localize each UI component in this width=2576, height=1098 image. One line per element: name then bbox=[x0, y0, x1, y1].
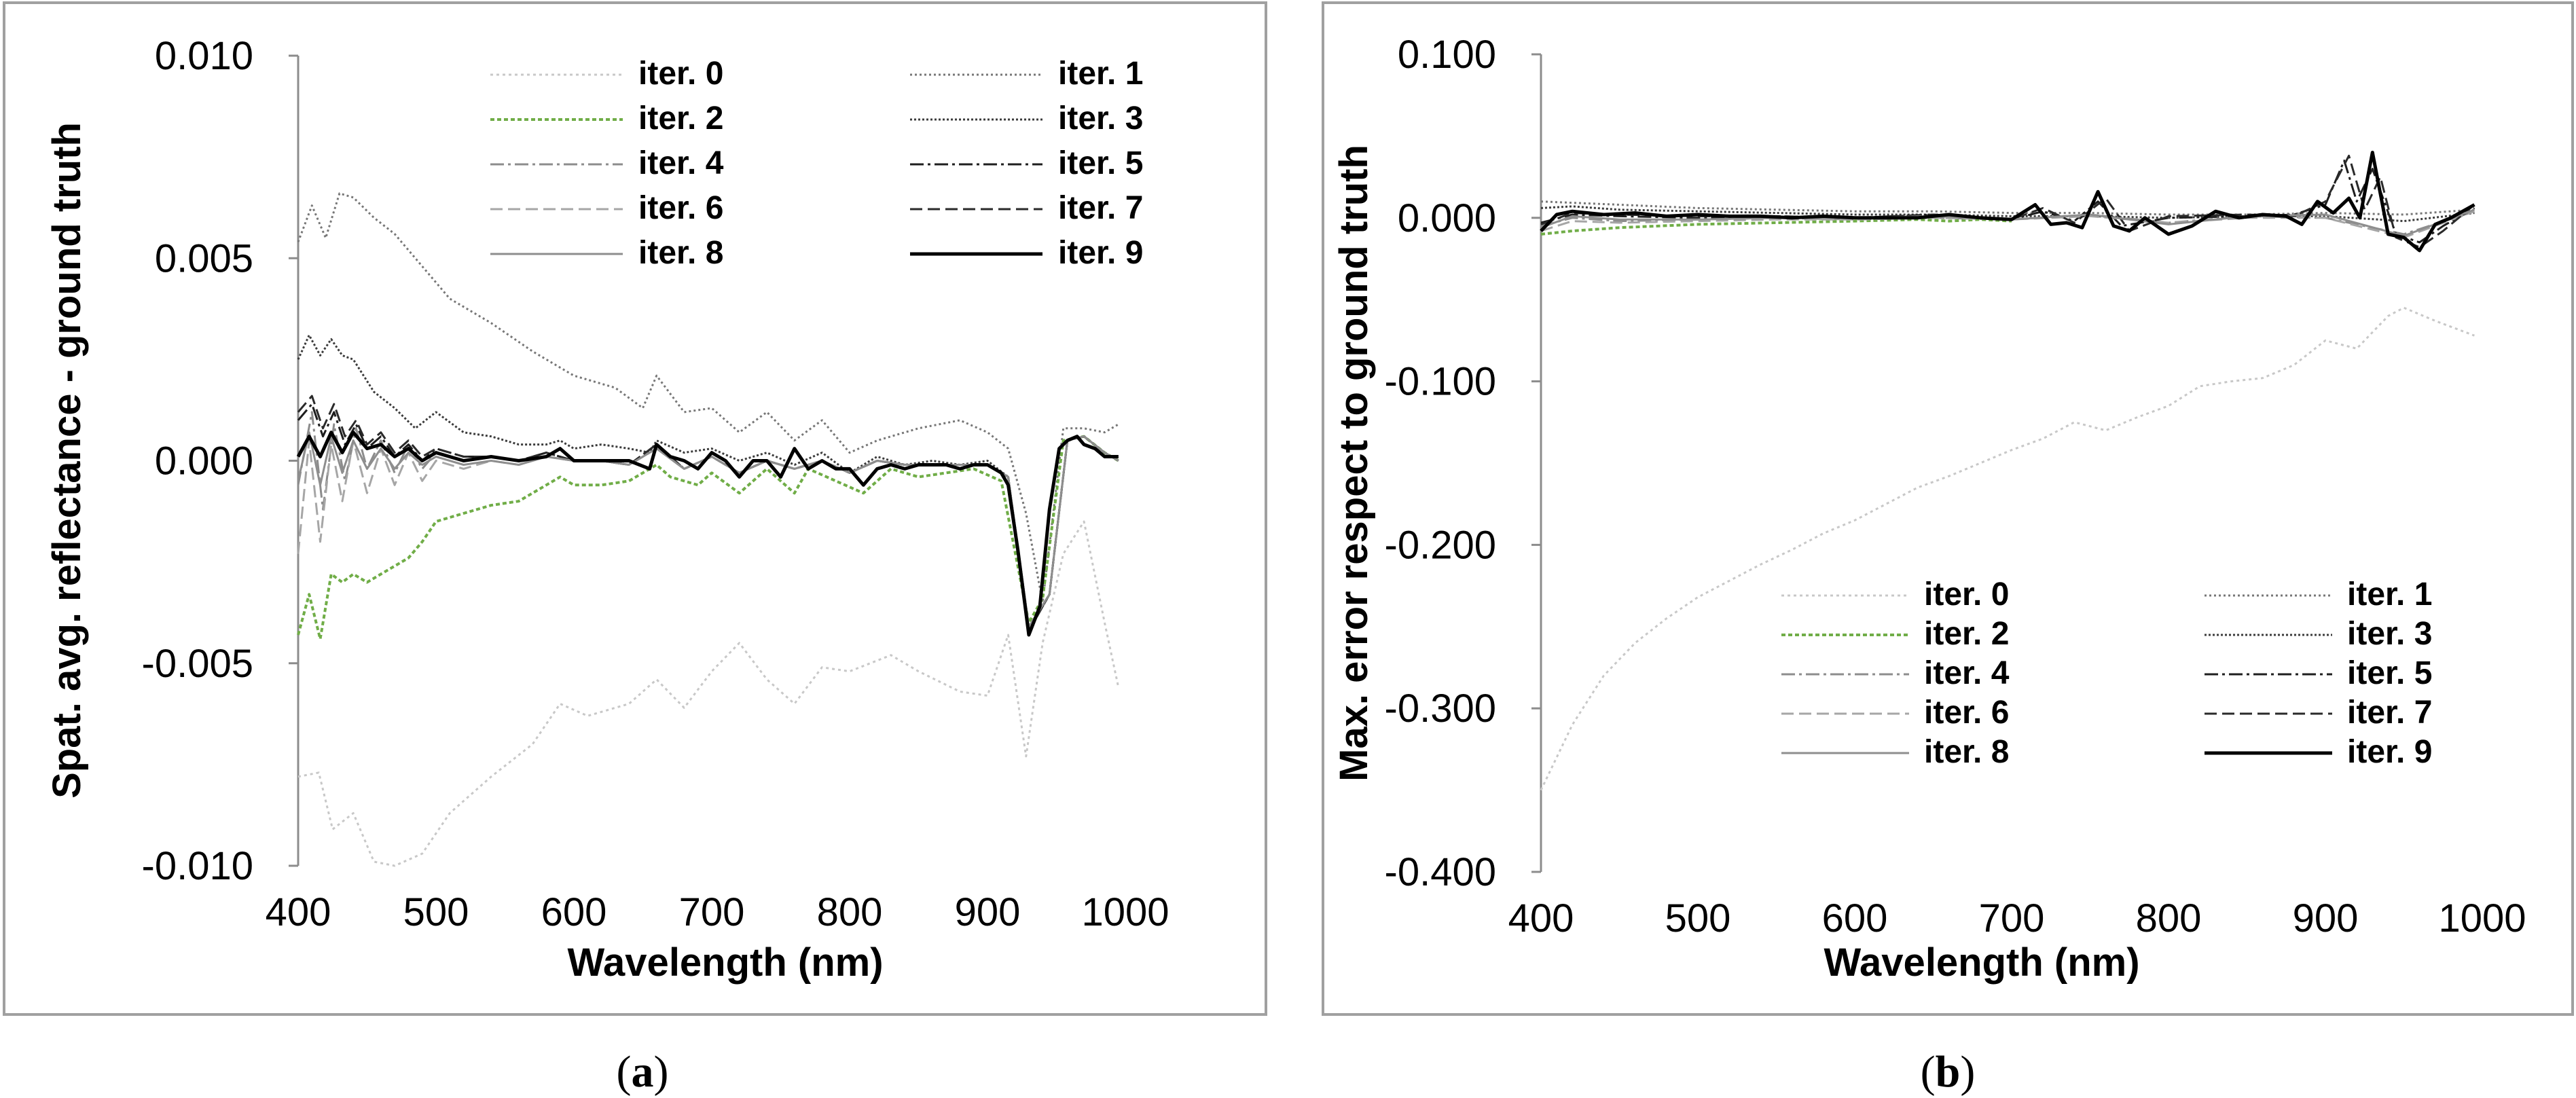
panel-a-x-tick-label: 900 bbox=[955, 890, 1021, 934]
panel-a-legend-label: iter. 2 bbox=[638, 100, 723, 136]
panel-b-y-tick-label: -0.400 bbox=[1385, 850, 1496, 894]
panel-a-x-tick-label: 500 bbox=[403, 890, 469, 934]
panel-a-legend-label: iter. 1 bbox=[1058, 56, 1143, 92]
panel-a-legend-label: iter. 5 bbox=[1058, 145, 1143, 181]
panel-a-series-iter-0 bbox=[297, 520, 1120, 867]
panel-a-y-tick-label: 0.010 bbox=[155, 34, 253, 78]
panel-a-legend-label: iter. 0 bbox=[638, 56, 723, 92]
panel-a-legend-label: iter. 4 bbox=[638, 145, 724, 181]
panel-a-y-tick-label: 0.000 bbox=[155, 439, 253, 483]
panel-a-legend-label: iter. 6 bbox=[638, 190, 723, 226]
panel-b-x-tick-label: 500 bbox=[1665, 896, 1731, 940]
panel-b-series-iter-2 bbox=[1540, 218, 2012, 236]
panel-b-y-ticks: -0.400 -0.300 -0.200 -0.100 0.000 0.100 bbox=[1385, 33, 1541, 894]
panel-b-legend-label: iter. 4 bbox=[1924, 655, 2010, 691]
panel-a-legend-label: iter. 8 bbox=[638, 235, 723, 271]
panel-b-y-tick-label: -0.100 bbox=[1385, 360, 1496, 404]
panel-b-series-group bbox=[1540, 151, 2475, 791]
panel-a-x-ticks: 400 500 600 700 800 900 1000 bbox=[266, 890, 1169, 934]
panel-a-x-axis-label: Wavelength (nm) bbox=[567, 940, 883, 985]
panel-a-x-tick-label: 1000 bbox=[1081, 890, 1169, 934]
panel-a-x-tick-label: 700 bbox=[679, 890, 745, 934]
panel-b-legend: iter. 0 iter. 1 iter. 2 iter. 3 iter. 4 iter.… bbox=[1781, 577, 2432, 770]
panel-a: iter. 0 iter. 1 iter. 2 iter. 3 iter. 4 iter.… bbox=[3, 1, 1267, 1016]
panel-a-y-tick-label: -0.010 bbox=[142, 844, 253, 888]
panel-b-legend-label: iter. 6 bbox=[1924, 695, 2009, 731]
panel-b-series-iter-4 bbox=[1540, 210, 2475, 236]
panel-b-y-tick-label: 0.100 bbox=[1398, 33, 1496, 77]
panel-b-x-ticks: 400 500 600 700 800 900 1000 bbox=[1508, 896, 2526, 940]
panel-b-legend-label: iter. 7 bbox=[2347, 695, 2432, 731]
panel-a-x-tick-label: 400 bbox=[266, 890, 331, 934]
panel-b-x-axis-label: Wavelength (nm) bbox=[1824, 940, 2139, 985]
panel-a-series-group bbox=[296, 192, 1120, 867]
panel-b-legend-label: iter. 0 bbox=[1924, 577, 2009, 612]
panel-a-legend-label: iter. 7 bbox=[1058, 190, 1143, 226]
panel-a-series-iter-3 bbox=[297, 334, 1119, 628]
panel-b-x-tick-label: 700 bbox=[1979, 896, 2045, 940]
panel-a-y-tick-label: -0.005 bbox=[142, 642, 253, 686]
panel-b-x-tick-label: 400 bbox=[1508, 896, 1574, 940]
panel-b: iter. 0 iter. 1 iter. 2 iter. 3 iter. 4 iter.… bbox=[1322, 1, 2574, 1016]
panel-b-legend-label: iter. 8 bbox=[1924, 734, 2009, 770]
panel-b-legend-label: iter. 2 bbox=[1924, 616, 2009, 652]
panel-b-series-iter-0 bbox=[1540, 306, 2475, 791]
panel-a-legend: iter. 0 iter. 1 iter. 2 iter. 3 iter. 4 iter.… bbox=[490, 56, 1143, 271]
panel-b-legend-label: iter. 3 bbox=[2347, 616, 2432, 652]
panel-b-frame bbox=[1322, 1, 2574, 1016]
panel-a-legend-label: iter. 9 bbox=[1058, 235, 1143, 271]
panel-b-y-axis-label: Max. error respect to ground truth bbox=[1332, 145, 1376, 782]
panel-a-y-ticks: -0.010 -0.005 0.000 0.005 0.010 bbox=[142, 34, 298, 888]
panel-b-x-tick-label: 600 bbox=[1822, 896, 1888, 940]
panel-a-caption: (a) bbox=[617, 1047, 669, 1097]
panel-b-x-tick-label: 800 bbox=[2136, 896, 2202, 940]
panel-b-series-iter-3 bbox=[1540, 205, 2475, 223]
panel-a-series-iter-1 bbox=[297, 192, 1119, 604]
panel-b-legend-label: iter. 5 bbox=[2347, 655, 2432, 691]
panel-a-legend-label: iter. 3 bbox=[1058, 100, 1143, 136]
panel-b-y-tick-label: -0.200 bbox=[1385, 523, 1496, 567]
panel-b-y-tick-label: -0.300 bbox=[1385, 687, 1496, 731]
panel-b-caption: (b) bbox=[1921, 1047, 1976, 1097]
panel-b-legend-label: iter. 9 bbox=[2347, 734, 2432, 770]
panel-b-y-tick-label: 0.000 bbox=[1398, 196, 1496, 240]
panel-b-x-tick-label: 900 bbox=[2293, 896, 2359, 940]
panel-a-y-axis-label: Spat. avg. reflectance - ground truth bbox=[45, 122, 89, 799]
panel-a-y-tick-label: 0.005 bbox=[155, 236, 253, 280]
panel-b-x-tick-label: 1000 bbox=[2438, 896, 2526, 940]
panel-a-x-tick-label: 600 bbox=[541, 890, 607, 934]
panel-a-series-iter-2 bbox=[297, 435, 1119, 640]
panel-b-legend-label: iter. 1 bbox=[2347, 577, 2432, 612]
panel-a-series-iter-9 bbox=[296, 431, 1119, 637]
panel-b-series-iter-9 bbox=[1540, 151, 2475, 253]
panel-a-x-tick-label: 800 bbox=[817, 890, 883, 934]
panel-b-series-iter-1 bbox=[1540, 200, 2475, 216]
